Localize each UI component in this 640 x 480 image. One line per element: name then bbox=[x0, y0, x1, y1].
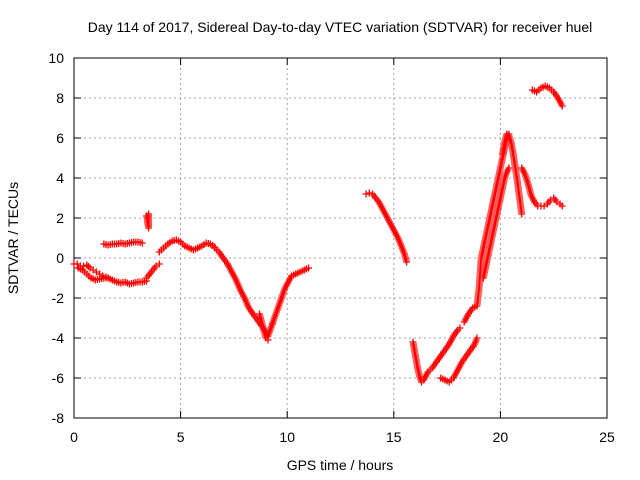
data-point bbox=[83, 261, 91, 269]
y-tick-label: -8 bbox=[52, 410, 65, 426]
x-tick-label: 10 bbox=[279, 429, 295, 445]
data-point bbox=[558, 202, 566, 210]
data-point bbox=[305, 264, 313, 272]
x-tick-label: 15 bbox=[386, 429, 402, 445]
y-tick-label: 4 bbox=[56, 170, 64, 186]
data-point bbox=[84, 263, 92, 270]
data-points bbox=[70, 82, 566, 386]
x-tick-label: 5 bbox=[177, 429, 185, 445]
y-tick-label: 6 bbox=[56, 130, 64, 146]
chart-title: Day 114 of 2017, Sidereal Day-to-day VTE… bbox=[88, 19, 592, 35]
data-point bbox=[144, 218, 152, 226]
data-point bbox=[264, 336, 272, 344]
y-tick-label: 0 bbox=[56, 250, 64, 266]
y-tick-label: 8 bbox=[56, 90, 64, 106]
plot-frame bbox=[73, 57, 608, 419]
y-tick-label: -2 bbox=[52, 290, 65, 306]
x-tick-label: 20 bbox=[493, 429, 509, 445]
data-point bbox=[473, 334, 481, 342]
data-point bbox=[518, 210, 526, 218]
grid-lines bbox=[74, 58, 607, 418]
y-tick-label: -4 bbox=[52, 330, 65, 346]
data-point bbox=[365, 189, 373, 197]
y-tick-label: 2 bbox=[56, 210, 64, 226]
y-tick-label: -6 bbox=[52, 370, 65, 386]
x-axis-label: GPS time / hours bbox=[287, 457, 394, 473]
axis-ticks: 0 5 10 15 20 25 -8 -6 -4 -2 0 2 4 6 8 10 bbox=[48, 50, 615, 445]
x-tick-label: 0 bbox=[70, 429, 78, 445]
data-point bbox=[403, 258, 411, 266]
data-point bbox=[456, 324, 464, 332]
data-point bbox=[558, 102, 566, 110]
y-axis-label: SDTVAR / TECUs bbox=[5, 182, 21, 294]
data-point bbox=[362, 190, 370, 198]
data-point bbox=[138, 239, 146, 247]
y-tick-label: 10 bbox=[48, 50, 64, 66]
x-tick-label: 25 bbox=[599, 429, 615, 445]
data-point bbox=[155, 260, 163, 268]
data-point bbox=[505, 164, 513, 172]
